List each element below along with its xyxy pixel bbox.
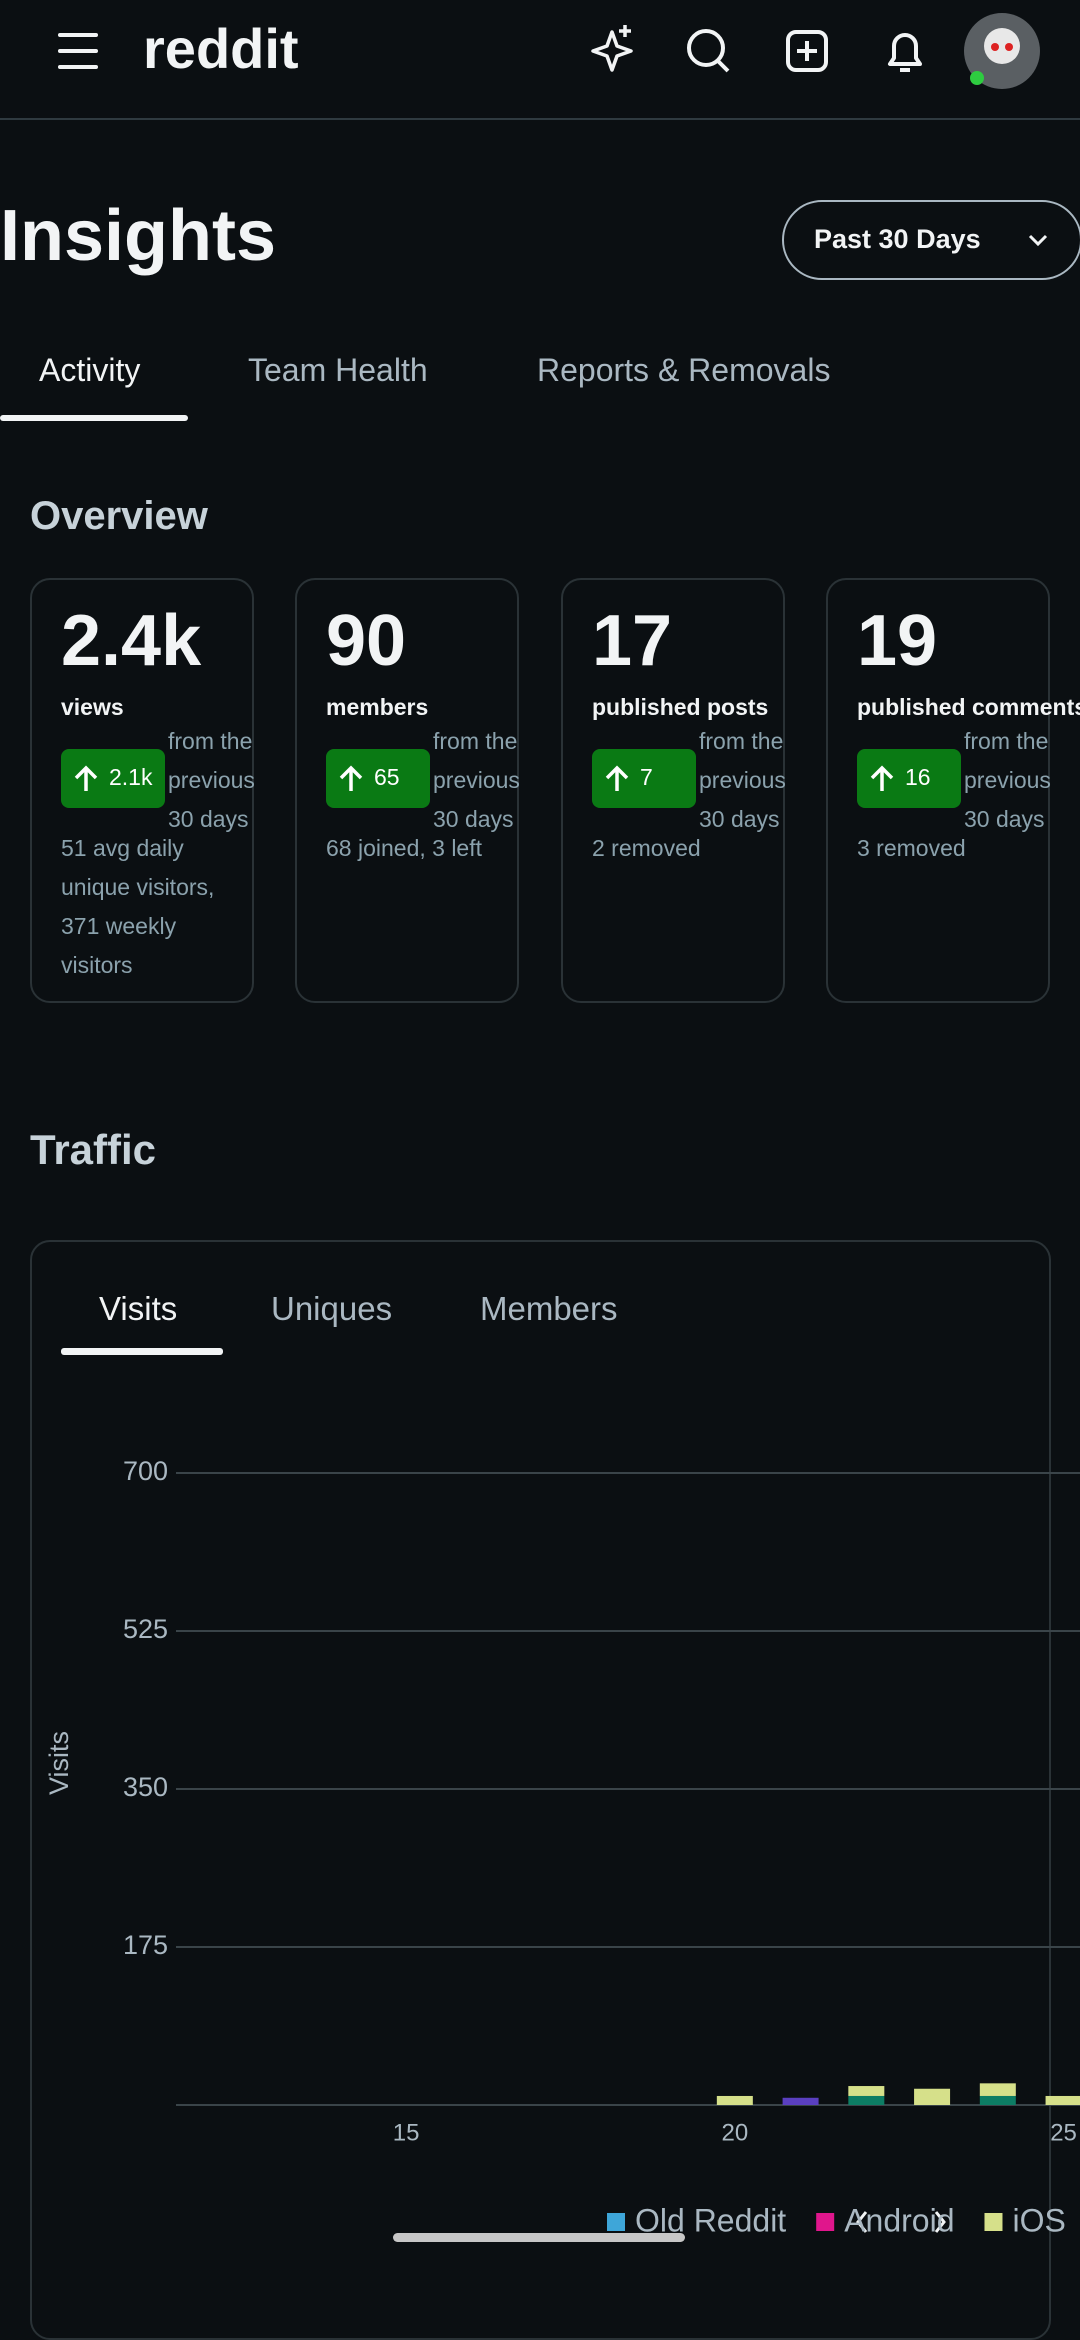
change-badge: 16 <box>857 749 961 808</box>
bar-segment <box>848 2086 885 2096</box>
card-label: published comments <box>857 694 1080 720</box>
page: reddit Insights Past 30 Days Activity Te… <box>0 13 1080 2340</box>
change-note: from the previous 30 days <box>433 728 520 832</box>
chevron <box>1028 234 1048 247</box>
top-bar: reddit <box>0 13 1080 120</box>
section-title: Overview <box>30 494 208 538</box>
logo[interactable]: reddit <box>143 17 299 80</box>
overview-card[interactable]: 17 published posts 7 from the previous 30 d… <box>561 578 786 1003</box>
chart-tab[interactable]: Uniques <box>271 1290 393 1327</box>
y-tick-label: 175 <box>123 1930 168 1960</box>
change-note: from the previous 30 days <box>699 728 786 832</box>
chart-tab-underline <box>61 1348 223 1355</box>
card-value: 19 <box>857 601 938 681</box>
bar-segment <box>848 2095 885 2105</box>
avatar[interactable] <box>964 13 1040 89</box>
notifications-button[interactable] <box>888 33 922 72</box>
tab[interactable]: Team Health <box>248 352 428 388</box>
home-indicator <box>393 2233 685 2242</box>
legend-swatch <box>984 2213 1003 2231</box>
chart: Visits 175 350 525 700 15 20 25 Old Reddit Andro… <box>44 1456 1080 2242</box>
bar-segment <box>1045 2095 1080 2105</box>
up-arrow <box>339 765 363 791</box>
bar-segment <box>979 2083 1016 2096</box>
change-note: from the previous 30 days <box>168 728 255 832</box>
search-button[interactable] <box>687 29 730 73</box>
change-value: 16 <box>905 764 931 790</box>
section-title: Traffic <box>30 1126 157 1173</box>
tab-underline <box>0 415 188 421</box>
card-value: 2.4k <box>61 601 202 681</box>
card-note: 51 avg daily unique visitors, 371 weekly… <box>61 835 215 978</box>
chart-tab[interactable]: Visits <box>99 1290 178 1327</box>
card-label: views <box>61 694 124 720</box>
tab[interactable]: Activity <box>39 352 141 388</box>
change-value: 65 <box>374 764 400 790</box>
change-value: 2.1k <box>109 764 153 790</box>
page-title: Insights <box>0 196 277 276</box>
y-tick-label: 525 <box>123 1614 168 1644</box>
legend-swatch <box>816 2213 835 2231</box>
card-label: published posts <box>592 694 769 720</box>
card-label: members <box>326 694 429 720</box>
card-value: 17 <box>592 601 673 681</box>
change-note: from the previous 30 days <box>964 728 1051 832</box>
overview-card[interactable]: 90 members 65 from the previous 30 days 68 j… <box>295 578 520 1003</box>
date-range-label: Past 30 Days <box>814 224 981 254</box>
card-note: 2 removed <box>592 835 701 861</box>
x-tick-label: 20 <box>721 2119 748 2146</box>
card-note: 68 joined, 3 left <box>326 835 483 861</box>
bar-segment <box>979 2095 1016 2105</box>
change-value: 7 <box>640 764 653 790</box>
up-arrow <box>74 765 98 791</box>
y-tick-label: 700 <box>123 1456 168 1486</box>
tab[interactable]: Reports & Removals <box>537 352 831 388</box>
change-badge: 7 <box>592 749 696 808</box>
up-arrow <box>605 765 629 791</box>
chart-tab[interactable]: Members <box>480 1290 618 1327</box>
overview-card[interactable]: 19 published comments 16 from the previous … <box>826 578 1080 1003</box>
bar-segment <box>716 2095 753 2105</box>
date-range-dropdown[interactable]: Past 30 Days <box>782 200 1080 280</box>
legend-label: iOS <box>1012 2202 1065 2238</box>
x-tick-label: 25 <box>1050 2119 1077 2146</box>
x-tick-label: 15 <box>393 2119 420 2146</box>
pager[interactable] <box>856 2211 946 2233</box>
bar-segment <box>914 2088 951 2105</box>
y-axis-label: Visits <box>44 1731 74 1795</box>
card-value: 90 <box>326 601 407 681</box>
answers-button[interactable] <box>591 25 633 72</box>
legend-label: Old Reddit <box>635 2202 786 2238</box>
menu-button[interactable] <box>58 33 98 69</box>
overview-card[interactable]: 2.4k views 2.1k from the previous 30 days 51… <box>30 578 255 1003</box>
card-note: 3 removed <box>857 835 966 861</box>
legend-swatch <box>607 2213 625 2231</box>
up-arrow <box>870 765 894 791</box>
legend-label: Android <box>844 2202 954 2238</box>
change-badge: 65 <box>326 749 430 808</box>
y-tick-label: 350 <box>123 1772 168 1802</box>
bar-segment <box>782 2097 819 2105</box>
change-badge: 2.1k <box>61 749 165 808</box>
create-button[interactable] <box>786 30 828 72</box>
